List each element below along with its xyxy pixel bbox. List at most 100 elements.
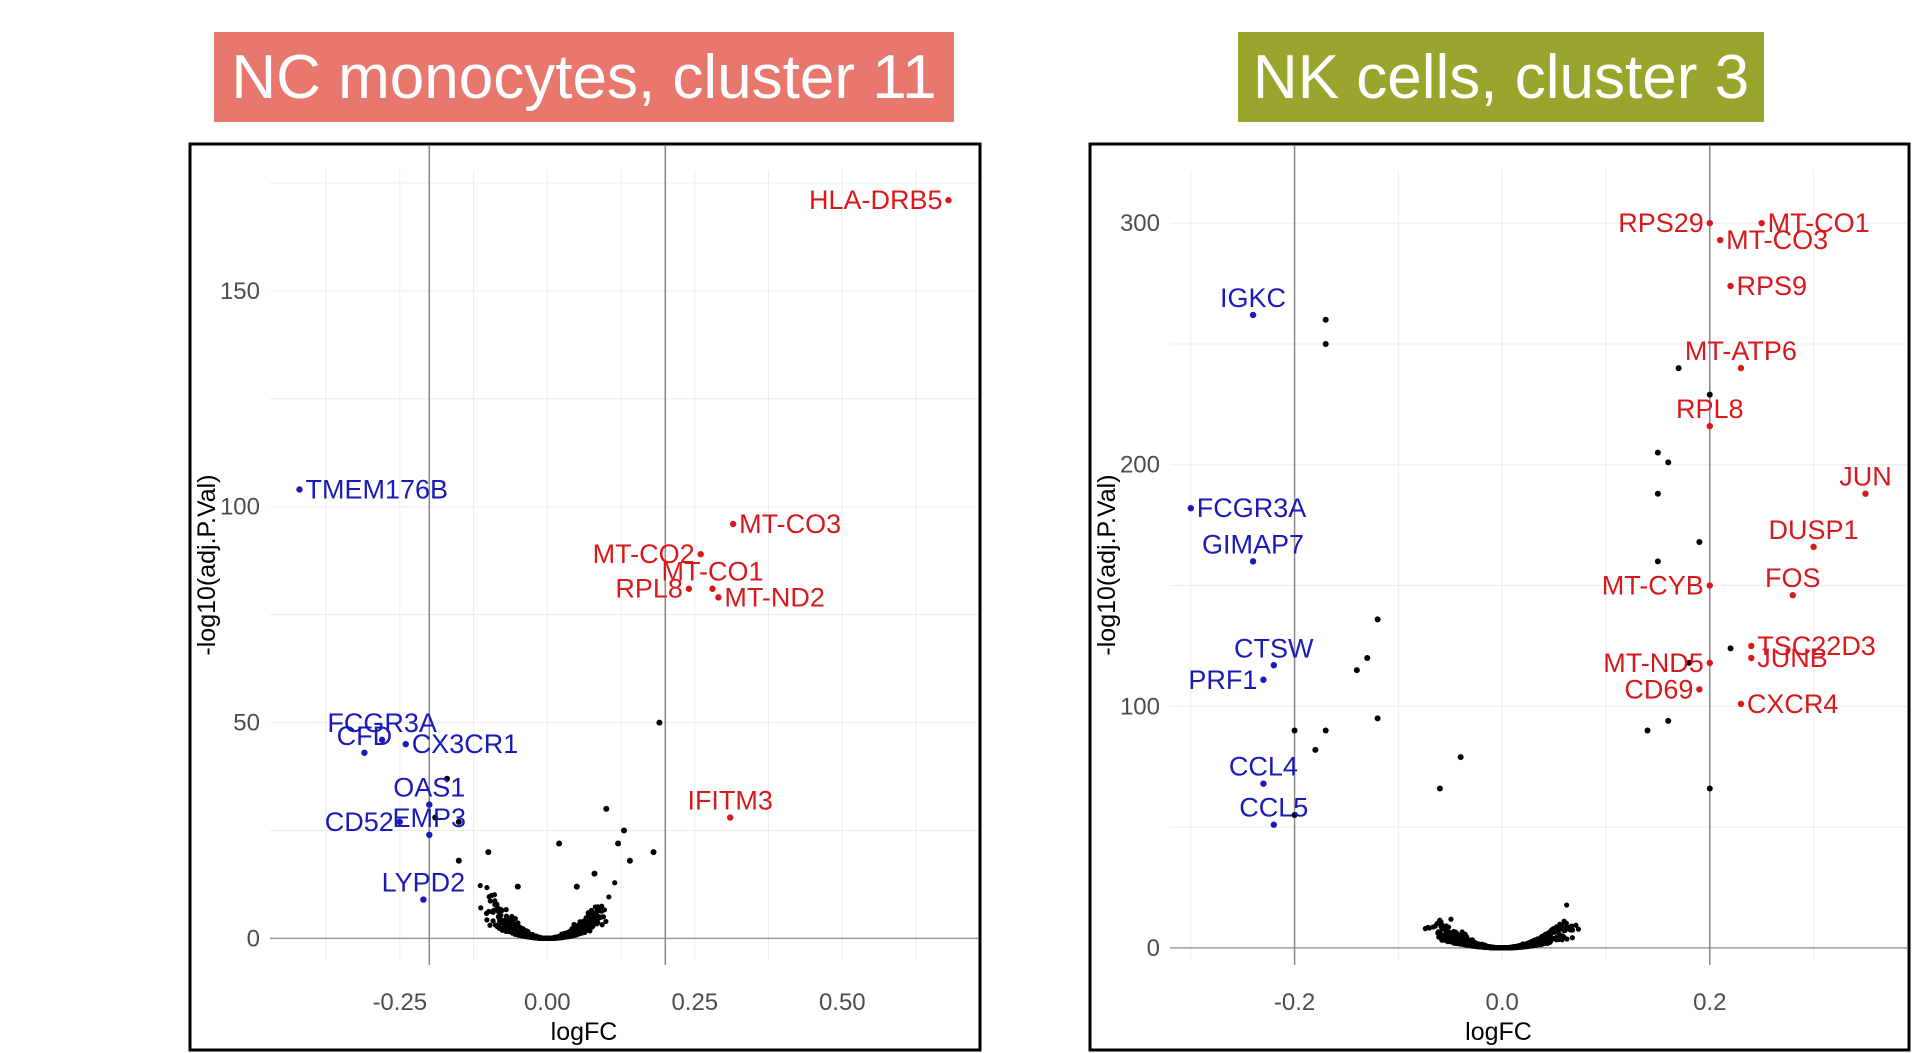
gene-label-fcgr3a: FCGR3A	[327, 708, 437, 738]
gene-label-hla-drb5: HLA-DRB5	[809, 185, 943, 215]
x-tick-label: -0.25	[372, 989, 427, 1016]
background-point	[503, 907, 509, 913]
gene-label-mt-co3: MT-CO3	[739, 509, 841, 539]
x-tick-label: 0.00	[524, 989, 571, 1016]
gene-point-gimap7	[1249, 558, 1257, 565]
gene-label-tmem176b: TMEM176B	[306, 474, 449, 504]
gene-point-mt-co3	[729, 520, 737, 528]
background-point	[539, 935, 545, 941]
background-point	[1422, 926, 1428, 932]
background-point	[1435, 929, 1442, 935]
x-axis-label: logFC	[1465, 1018, 1532, 1046]
gene-point-tmem176b	[296, 486, 303, 493]
gene-label-rpl8: RPL8	[615, 574, 683, 604]
gene-point-cd52	[396, 818, 403, 826]
background-point	[1441, 936, 1448, 942]
y-tick-label: 0	[247, 925, 260, 952]
x-tick-label: 0.2	[1693, 989, 1726, 1016]
data-point	[1654, 449, 1661, 456]
background-point	[1539, 934, 1545, 940]
gene-label-mt-co3: MT-CO3	[1726, 225, 1828, 255]
data-point	[1291, 812, 1298, 819]
data-point	[1291, 727, 1298, 734]
gene-label-igkc: IGKC	[1220, 283, 1286, 313]
gene-point-dusp1	[1810, 543, 1817, 551]
background-point	[1544, 933, 1550, 939]
data-point	[1706, 785, 1713, 792]
background-point	[590, 911, 596, 917]
data-point	[603, 805, 610, 812]
background-point	[489, 909, 495, 915]
gene-label-fcgr3a: FCGR3A	[1197, 493, 1307, 523]
background-point	[505, 918, 512, 925]
gene-point-mt-nd2	[715, 594, 722, 601]
background-point	[1501, 945, 1508, 951]
gene-label-gimap7: GIMAP7	[1202, 529, 1304, 559]
background-point	[1454, 938, 1460, 944]
gene-point-fos	[1789, 591, 1797, 599]
gene-label-mt-atp6: MT-ATP6	[1685, 336, 1797, 366]
background-point	[1449, 937, 1455, 943]
gene-point-mt-cyb	[1706, 582, 1713, 589]
gene-label-cfd: CFD	[337, 721, 393, 751]
background-point	[1557, 921, 1563, 927]
background-point	[581, 929, 587, 935]
background-point	[1443, 923, 1449, 929]
background-point	[599, 922, 605, 928]
background-point	[535, 935, 541, 941]
background-point	[1544, 940, 1550, 946]
background-point	[1533, 942, 1539, 948]
gene-point-rps9	[1727, 282, 1734, 290]
data-point	[1374, 715, 1381, 722]
background-point	[569, 930, 575, 937]
background-point	[587, 928, 593, 934]
gene-label-mt-nd5: MT-ND5	[1603, 648, 1704, 678]
background-point	[1468, 941, 1474, 947]
gene-label-mt-cyb: MT-CYB	[1602, 571, 1704, 601]
background-point	[606, 894, 612, 900]
gene-label-fos: FOS	[1765, 563, 1821, 593]
y-tick-label: 50	[233, 710, 260, 737]
gene-point-cx3cr1	[402, 740, 409, 748]
gene-label-mt-co1: MT-CO1	[661, 557, 763, 587]
gene-point-mt-co3	[1716, 236, 1724, 244]
gene-point-fcgr3a	[1187, 505, 1194, 512]
title-nk-cells: NK cells, cluster 3	[1238, 32, 1764, 122]
gene-label-emp3: EMP3	[393, 803, 467, 833]
background-point	[1442, 932, 1448, 938]
gene-point-cxcr4	[1737, 700, 1745, 708]
background-point	[601, 907, 608, 913]
data-point	[1374, 616, 1381, 623]
gene-label-cd69: CD69	[1624, 674, 1693, 704]
gene-point-lypd2	[420, 896, 427, 903]
background-point	[592, 904, 598, 910]
data-point	[621, 827, 627, 834]
data-point	[573, 883, 580, 890]
gene-point-mt-nd5	[1706, 659, 1713, 667]
background-point	[477, 882, 483, 889]
background-point	[612, 880, 618, 886]
gene-label-cx3cr1: CX3CR1	[412, 729, 519, 759]
background-point	[547, 935, 554, 941]
background-point	[1564, 902, 1570, 908]
gene-label-mt-co1: MT-CO1	[1768, 208, 1870, 238]
gene-label-cd52: CD52	[325, 807, 394, 837]
background-point	[512, 916, 518, 922]
background-point	[599, 903, 605, 909]
background-point	[1569, 927, 1576, 933]
background-point	[1533, 939, 1539, 945]
gene-point-rpl8	[685, 585, 693, 592]
background-point	[1553, 937, 1559, 943]
background-point	[484, 917, 490, 923]
background-point	[595, 919, 601, 926]
background-point	[1519, 944, 1525, 950]
gene-point-ctsw	[1270, 662, 1278, 669]
data-point	[556, 840, 563, 847]
data-point	[1696, 539, 1703, 546]
gene-label-rps9: RPS9	[1737, 271, 1808, 301]
background-point	[1448, 916, 1454, 922]
data-point	[1322, 727, 1329, 734]
y-tick-label: 300	[1120, 210, 1160, 237]
data-point	[1353, 667, 1360, 674]
background-point	[1461, 935, 1467, 941]
